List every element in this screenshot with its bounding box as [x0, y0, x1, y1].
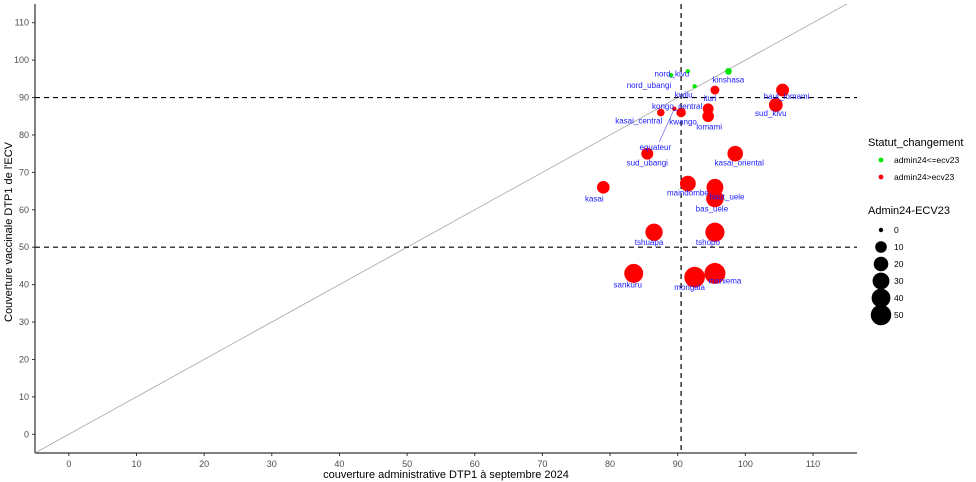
x-tick-label: 0: [66, 459, 71, 469]
data-label-maindombe: maindombe: [667, 189, 709, 198]
label-connector: [659, 108, 675, 142]
point-kinshasa: [725, 68, 732, 75]
data-label-sankuru: sankuru: [614, 280, 642, 289]
y-tick-label: 20: [19, 354, 29, 364]
legend-size-key: [875, 241, 887, 253]
point-mongala: [684, 266, 705, 288]
data-label-tshopo: tshopo: [696, 238, 721, 247]
data-label-kwilu: kwilu: [675, 90, 693, 99]
data-label-sud_ubangi: sud_ubangi: [627, 159, 669, 168]
data-label-nord_ubangi: nord_ubangi: [627, 81, 672, 90]
point-tshuapa: [645, 223, 663, 241]
point-kwilu: [692, 84, 697, 89]
x-tick-label: 80: [605, 459, 615, 469]
point-maindombe: [679, 175, 696, 192]
legend-size-label: 20: [894, 259, 904, 269]
data-label-kongo_central: kongo_central: [652, 102, 702, 111]
y-tick-label: 110: [15, 18, 29, 28]
legend-size-key: [873, 256, 889, 272]
data-label-tshuapa: tshuapa: [635, 238, 664, 247]
legend-status-title: Statut_changement: [868, 137, 963, 149]
x-tick-label: 20: [199, 459, 209, 469]
data-label-maniema: maniema: [708, 276, 741, 285]
y-tick-label: 60: [19, 205, 29, 215]
x-tick-label: 90: [673, 459, 683, 469]
x-tick-label: 50: [402, 459, 412, 469]
legend-size-label: 0: [894, 225, 899, 235]
y-tick-label: 70: [19, 167, 29, 177]
legend-size-key: [872, 272, 890, 290]
y-axis-title: Couverture vaccinale DTP1 de l'ECV: [3, 141, 15, 322]
plot-area: 0 10 20 30 40 50 60 70 80 90 100 110 0 10 20 30 40 50 60 70…: [14, 4, 857, 469]
y-tick-label: 30: [19, 317, 29, 327]
x-tick-label: 10: [131, 459, 141, 469]
legend: Statut_changement Admin24-ECV23 admin24<…: [868, 137, 963, 326]
legend-size-label: 10: [894, 242, 904, 252]
x-tick-label: 70: [537, 459, 547, 469]
data-label-equateur: equateur: [640, 143, 672, 152]
point-sankuru: [624, 263, 644, 283]
point-sud_kivu: [768, 98, 783, 112]
diagonal-reference-line: [35, 4, 848, 453]
y-tick-label: 0: [24, 429, 29, 439]
legend-status-key: [878, 174, 884, 180]
point-bas_uele: [706, 189, 724, 208]
point-kasai_oriental: [727, 145, 743, 162]
data-label-sud_kivu: sud_kivu: [755, 109, 787, 118]
point-kasai_central: [656, 108, 665, 117]
data-label-kasai: kasai: [585, 194, 604, 203]
x-axis-title: couverture administrative DTP1 à septemb…: [323, 469, 569, 481]
point-haut_lomami: [776, 83, 790, 97]
legend-status-label: admin24<=ecv23: [894, 155, 959, 165]
x-tick-label: 60: [470, 459, 480, 469]
legend-size-label: 50: [894, 310, 904, 320]
point-kasai: [596, 181, 610, 194]
data-label-kwango: kwango: [669, 118, 697, 127]
y-tick-label: 50: [19, 242, 29, 252]
x-tick-label: 110: [806, 459, 820, 469]
data-label-bas_uele: bas_uele: [696, 205, 729, 214]
legend-size-label: 40: [894, 293, 904, 303]
point-maniema: [704, 262, 726, 284]
legend-size-key: [878, 227, 884, 233]
point-ituri: [710, 85, 720, 95]
legend-status-label: admin24>ecv23: [894, 172, 955, 182]
point-sud_ubangi: [641, 147, 654, 160]
point-nord_kivu: [685, 69, 691, 74]
legend-size-title: Admin24-ECV23: [868, 205, 950, 217]
data-label-haut_lomami: haut_lomami: [764, 92, 810, 101]
data-label-kasai_oriental: kasai_oriental: [715, 159, 765, 168]
y-tick-label: 10: [19, 392, 29, 402]
data-label-kinshasa: kinshasa: [713, 75, 745, 84]
y-tick-label: 90: [19, 93, 29, 103]
point-kwango: [676, 107, 686, 118]
legend-status-key: [878, 157, 884, 163]
legend-size-label: 30: [894, 276, 904, 286]
data-label-ituri: ituri: [703, 94, 716, 103]
y-tick-label: 80: [19, 130, 29, 140]
data-label-nord_kivu: nord_kivu: [655, 69, 690, 78]
y-tick-label: 40: [19, 280, 29, 290]
y-tick-label: 100: [14, 55, 29, 65]
legend-size-key: [871, 288, 891, 308]
data-label-lomami: lomami: [696, 122, 722, 131]
x-tick-label: 40: [334, 459, 344, 469]
point-tshopo: [705, 222, 725, 242]
data-label-haut_uele: haut_uele: [709, 192, 745, 201]
legend-size-key: [870, 304, 892, 326]
point-nord_ubangi: [668, 72, 674, 78]
x-tick-label: 30: [267, 459, 277, 469]
data-label-kasai_central: kasai_central: [615, 117, 662, 126]
x-tick-label: 100: [738, 459, 753, 469]
point-lomami: [702, 110, 714, 123]
data-label-mongala: mongala: [674, 283, 705, 292]
